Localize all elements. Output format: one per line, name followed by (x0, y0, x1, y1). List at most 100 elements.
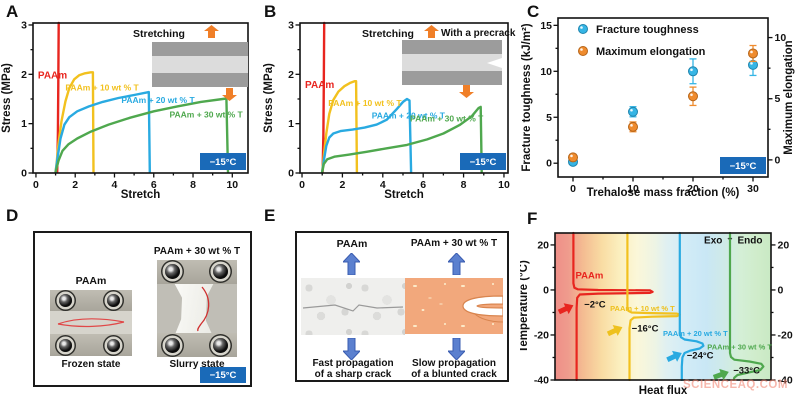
temperature-badge (460, 153, 506, 170)
stretch-down-arrow-icon (343, 338, 360, 360)
y-tick-label: 1 (21, 118, 27, 130)
curve-PAAm + 20 wt % T (678, 231, 705, 381)
watermark: SCIENCEAQ.COM (683, 379, 788, 391)
curve-PAAm + 20 wt % T (321, 97, 413, 174)
grip-bar-top (152, 42, 248, 56)
annotation-arrow-icon (557, 303, 574, 315)
caption-line: Fast propagation (312, 358, 394, 369)
y-tick-label: 1 (288, 118, 294, 130)
stretch-up-arrow-icon (343, 253, 360, 275)
panel-c-toughness-chart: 0 10 20 30 0 5 10 15 0 5 10 Fracture toughness Maxim… (520, 0, 800, 210)
y-tick-label: 20 (537, 239, 549, 251)
annotation-label: PAAm + 10 wt % T (328, 98, 402, 108)
y-tick-label: 3 (288, 19, 294, 31)
data-point-Maximum elongation (628, 121, 638, 132)
y-axis-title: Fracture toughness (kJ/m²) (521, 23, 533, 171)
x-tick-label: 0 (570, 183, 576, 195)
annotation-arrow-icon (606, 325, 623, 337)
panel-c-letter: C (527, 2, 540, 21)
panel-e-box: PAAm PAAm + 30 wt % T Fast propagation o… (295, 231, 509, 382)
x-tick-label: 6 (420, 179, 426, 191)
annotation-label: Endo (738, 236, 763, 247)
y-tick-label: 15 (540, 20, 552, 32)
chart-C: 0 10 20 30 0 5 10 15 0 5 10 Fracture toughness Maxim… (521, 17, 795, 199)
stretch-down-arrow-icon (448, 338, 465, 360)
screw-icon (59, 294, 72, 307)
fast-propagation-caption: Fast propagation of a sharp crack (301, 358, 405, 380)
x-tick-label: 20 (687, 183, 699, 195)
data-point-Maximum elongation (688, 91, 698, 102)
sample-schematic-b (402, 40, 502, 85)
panel-e-letter: E (264, 206, 276, 225)
x-tick-label: 10 (226, 179, 238, 191)
x-tick-label: 10 (627, 183, 639, 195)
curve-PAAm + 10 wt % T (321, 80, 359, 174)
top-grip (50, 290, 132, 311)
screw-icon (107, 294, 120, 307)
trehalose-photo-title: PAAm + 30 wt % T (153, 246, 241, 257)
precrack-notch (487, 57, 502, 68)
grip-bar-bottom (402, 71, 502, 85)
series-group (54, 21, 230, 174)
screw-icon (165, 338, 180, 353)
slurry-sample-strip (157, 284, 237, 333)
annotation-label: PAAm + 10 wt % T (610, 304, 675, 313)
annotation-label: −33°C (733, 366, 760, 377)
x-tick-label: 8 (190, 179, 196, 191)
y-axis-title: Stress (MPa) (263, 63, 275, 133)
screw-icon (213, 338, 228, 353)
panel-a-stress-stretch-chart: 0 2 4 6 8 10 0 1 2 3 PAAm PAAm + 10 wt % T PAAm + 20… (0, 0, 258, 210)
annotation-label: PAAm + 30 wt % T (410, 114, 484, 124)
legend-marker (578, 24, 588, 34)
panel-f-letter: F (527, 209, 538, 228)
sample-bar-precracked (402, 54, 502, 71)
annotation-label: PAAm + 20 wt % T (663, 329, 728, 338)
y-right-tick-label: 20 (778, 239, 790, 251)
series-group (572, 231, 765, 381)
x-tick-label: 2 (339, 179, 345, 191)
x-axis-title: Stretch (384, 189, 424, 201)
annotation-label: Exo (704, 236, 722, 247)
slurry-state-caption: Slurry state (169, 359, 225, 370)
data-point-Maximum elongation (568, 152, 578, 163)
temperature-badge-text: −15°C (470, 157, 497, 168)
annotation-label: PAAm (576, 271, 604, 282)
curve-PAAm + 30 wt % T (54, 97, 230, 174)
y-right-tick-label: 5 (775, 93, 781, 105)
annotation-label: ↔ (726, 233, 734, 242)
panel-b-letter: B (264, 2, 277, 21)
stretching-label-b: Stretching (362, 28, 414, 40)
plot-frame (554, 232, 772, 381)
chart-F: 20 0 -20 -40 20 0 -20 -40 PAAm −2°C PAAm + 10 wt %… (518, 231, 793, 397)
slurry-sample-photo (157, 260, 237, 357)
curve-PAAm (572, 231, 654, 381)
y-tick-label: 0 (543, 284, 549, 296)
marker-glint (630, 124, 633, 127)
annotation-label: PAAm + 10 wt % T (65, 83, 139, 93)
annotation-label: −16°C (632, 324, 659, 335)
stretch-down-arrow-icon (222, 88, 237, 101)
stretch-up-arrow-icon (448, 253, 465, 275)
y-axis-title: Stress (MPa) (1, 63, 13, 133)
stretch-up-arrow-icon (204, 25, 219, 38)
screw-icon (107, 339, 120, 352)
series-group (568, 44, 758, 167)
annotation-label: PAAm + 20 wt % T (372, 111, 446, 121)
legend-label: Maximum elongation (596, 46, 706, 58)
slow-propagation-caption: Slow propagation of a blunted crack (405, 358, 503, 380)
annotation-label: PAAm (38, 70, 67, 81)
marker-glint (750, 50, 753, 54)
x-tick-label: 2 (72, 179, 78, 191)
x-axis-title: Stretch (121, 189, 161, 201)
y-tick-label: 10 (540, 66, 552, 78)
data-point-Fracture toughness (628, 106, 638, 117)
temperature-badge (720, 157, 766, 174)
marker-glint (570, 154, 573, 158)
y-right-tick-label: 10 (775, 32, 787, 44)
x-tick-label: 0 (299, 179, 305, 191)
caption-line: Slow propagation (412, 358, 496, 369)
y-tick-label: 2 (288, 69, 294, 81)
marker-glint (580, 48, 583, 51)
annotation-label: PAAm + 20 wt % T (121, 95, 195, 105)
plot-frame (32, 22, 249, 174)
